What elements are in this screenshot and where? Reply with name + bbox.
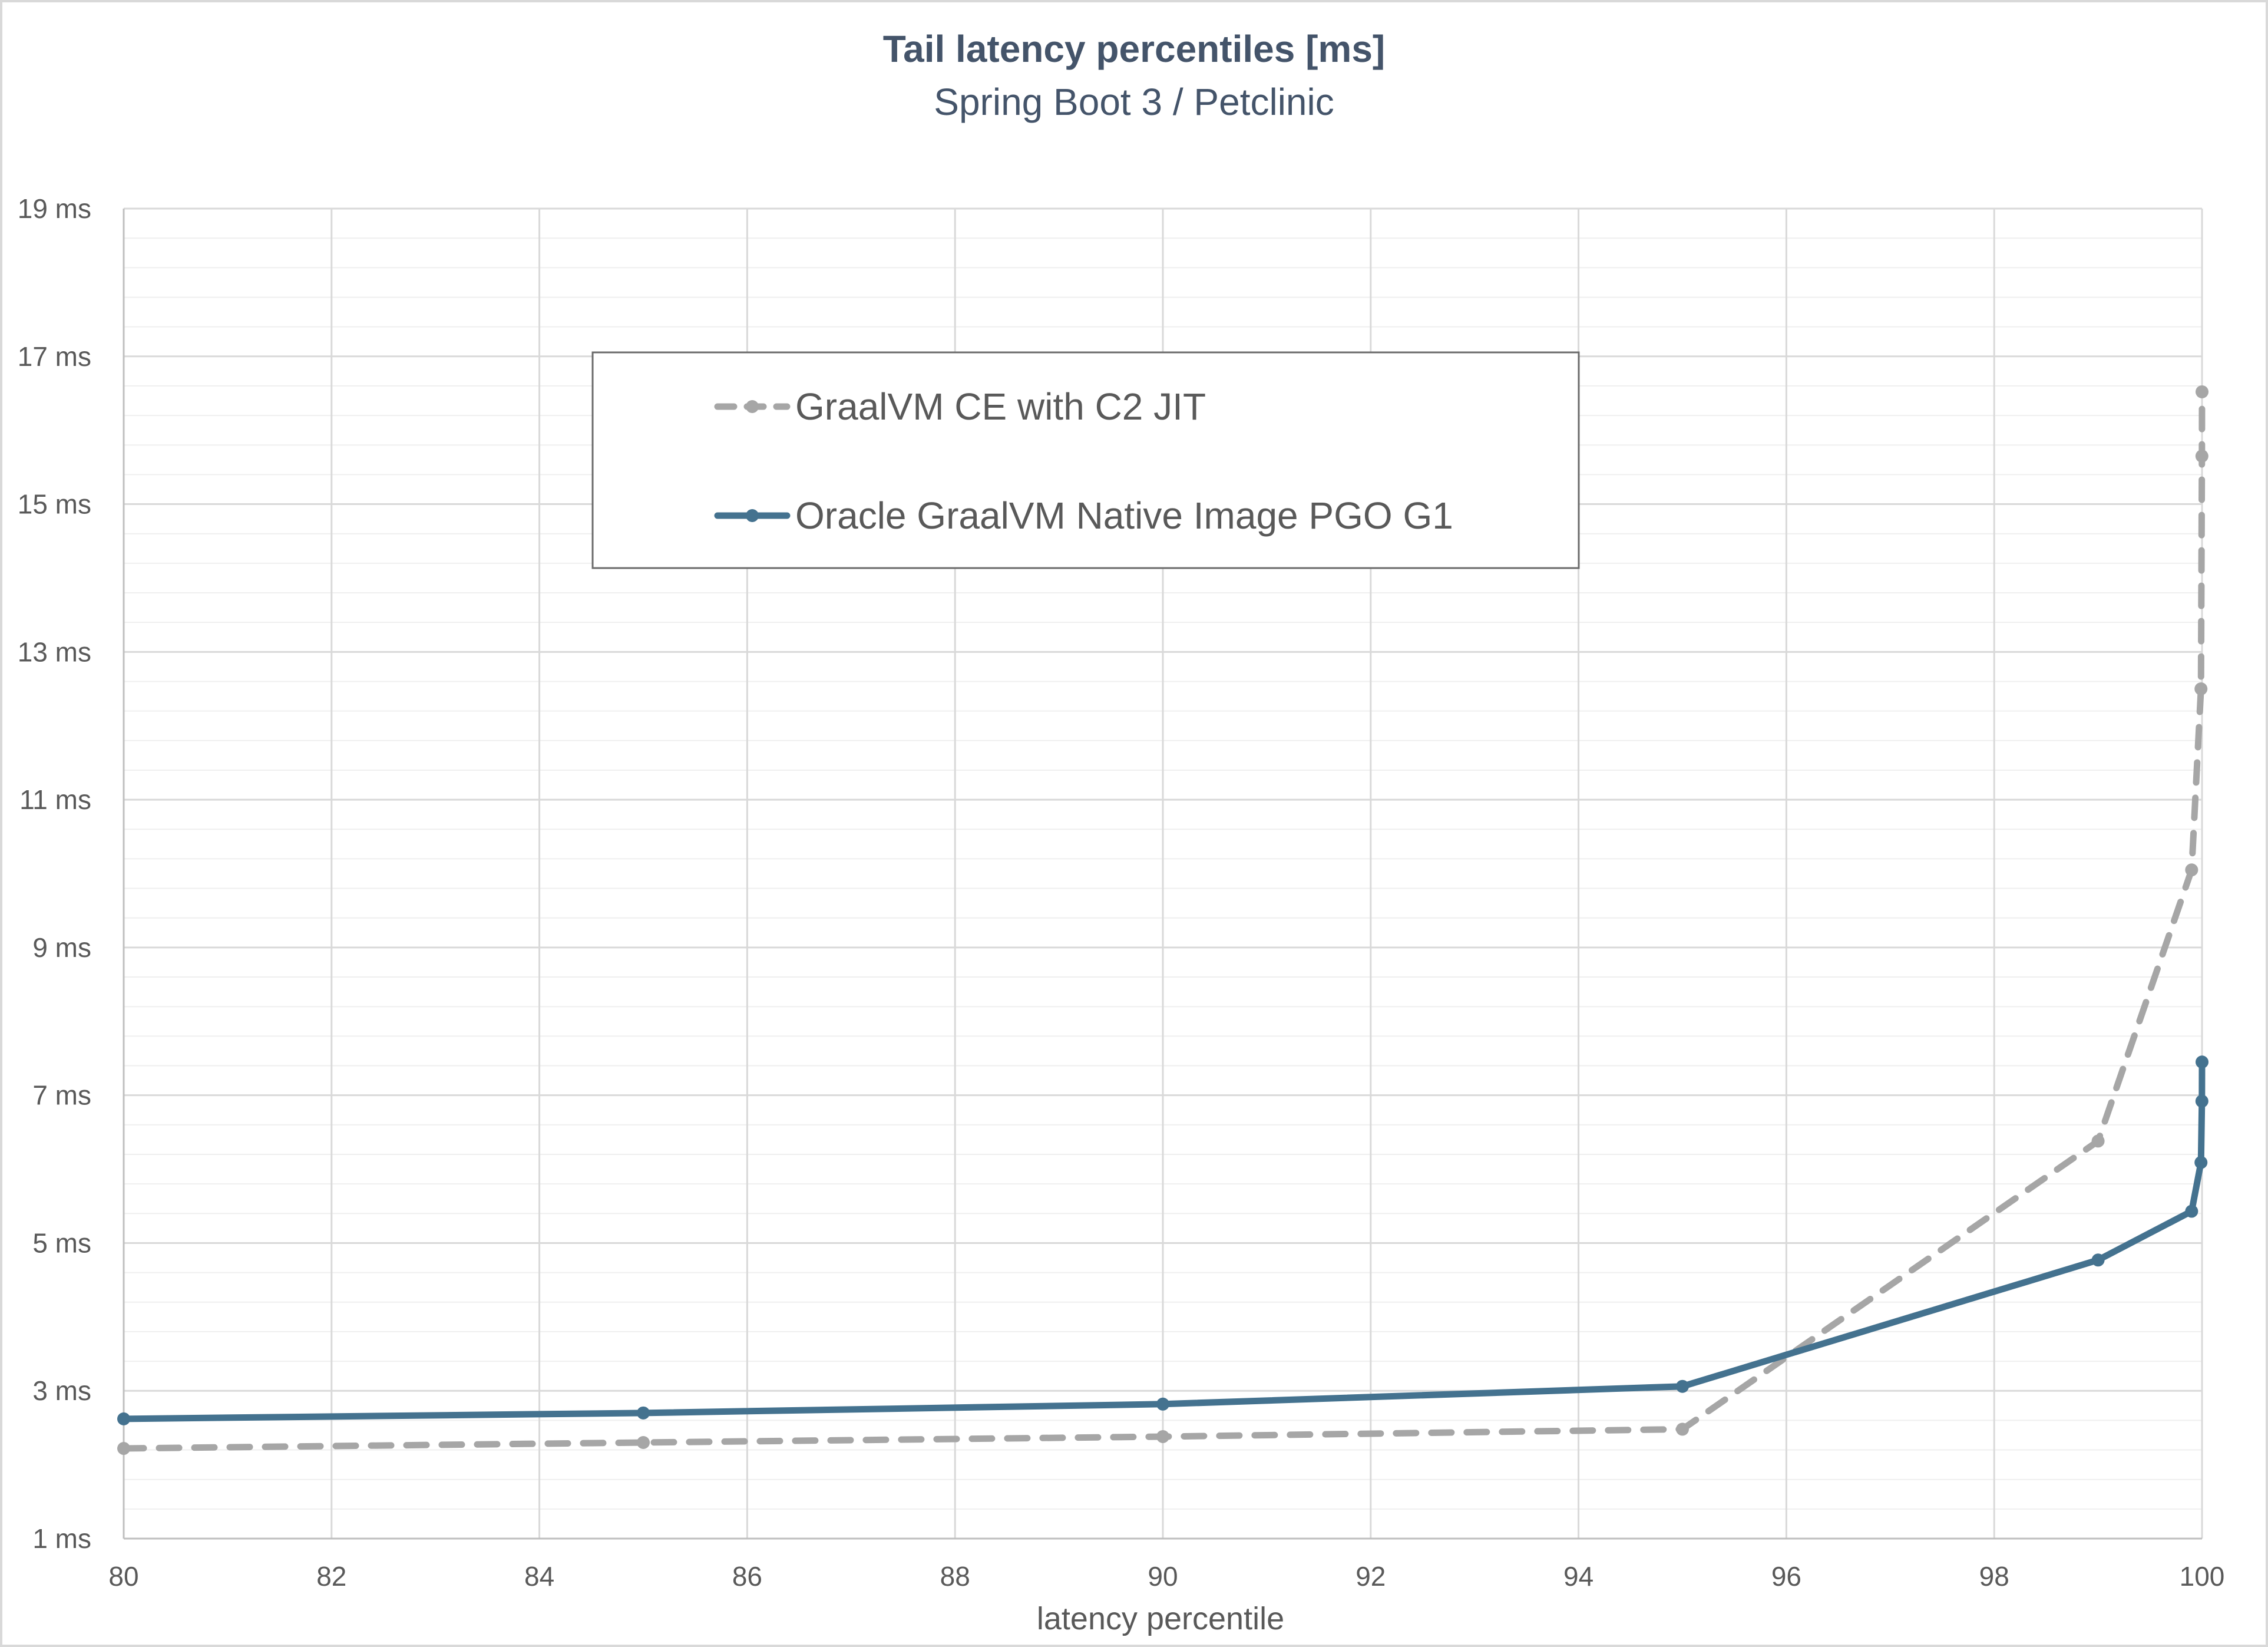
data-point [2185,863,2198,877]
data-point [2195,450,2209,463]
data-point [637,1435,650,1449]
y-tick-label: 5 ms [32,1227,91,1258]
legend-box [591,351,1580,569]
y-tick-label: 7 ms [32,1080,91,1111]
legend-label: GraalVM CE with C2 JIT [795,385,1206,428]
chart-title: Tail latency percentiles [ms] [883,28,1385,70]
y-tick-label: 19 ms [18,193,91,224]
legend-marker [746,509,759,522]
x-tick-label: 90 [1148,1561,1178,1592]
series-2 [117,1055,2209,1425]
x-tick-label: 86 [732,1561,762,1592]
data-point [1676,1379,1689,1393]
x-tick-label: 100 [2180,1561,2225,1592]
x-axis-label: latency percentile [1037,1601,1284,1636]
series-1 [117,385,2209,1455]
data-point [117,1412,130,1425]
legend: GraalVM CE with C2 JIT Oracle GraalVM Nat… [591,351,1580,569]
data-point [1156,1430,1169,1443]
data-point [117,1442,130,1455]
data-point [2194,1156,2208,1169]
x-tick-label: 82 [316,1561,346,1592]
x-tick-label: 88 [940,1561,970,1592]
data-point [1676,1422,1689,1436]
data-point [1156,1397,1169,1411]
x-tick-label: 98 [1979,1561,2009,1592]
data-point [2185,1204,2198,1218]
chart-subtitle: Spring Boot 3 / Petclinic [934,81,1334,123]
legend-item: Oracle GraalVM Native Image PGO G1 [714,494,1453,537]
x-tick-label: 94 [1563,1561,1593,1592]
x-tick-label: 84 [524,1561,554,1592]
y-tick-label: 9 ms [32,932,91,963]
x-tick-label: 80 [108,1561,138,1592]
x-tick-label: 96 [1771,1561,1801,1592]
axes [123,209,2202,1540]
tick-labels: 1 ms 3 ms 5 ms 7 ms 9 ms 11 ms 13 ms 15 ms 17 ms… [18,193,2225,1592]
y-tick-label: 11 ms [19,784,91,815]
data-point [2196,385,2209,398]
legend-marker [746,400,759,413]
x-tick-label: 92 [1355,1561,1386,1592]
y-tick-label: 17 ms [18,341,91,372]
y-tick-label: 1 ms [32,1523,91,1554]
legend-items: GraalVM CE with C2 JIT Oracle GraalVM Nat… [714,385,1453,537]
series-layer [117,385,2209,1455]
data-point [2196,1055,2209,1069]
data-point [2091,1134,2105,1148]
data-point [2091,1253,2105,1267]
legend-label: Oracle GraalVM Native Image PGO G1 [795,494,1453,537]
data-point [637,1406,650,1420]
data-point [2195,1094,2209,1108]
data-point [2194,682,2208,696]
y-tick-label: 15 ms [18,489,91,520]
y-tick-label: 3 ms [32,1375,91,1406]
y-tick-label: 13 ms [18,636,91,667]
legend-item: GraalVM CE with C2 JIT [714,385,1206,428]
